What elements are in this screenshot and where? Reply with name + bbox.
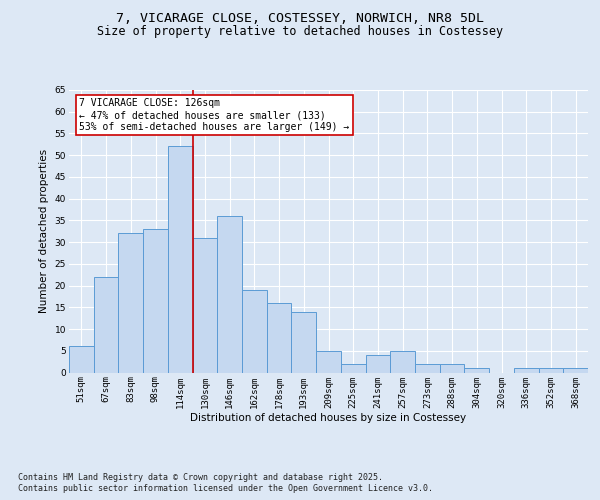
Bar <box>365 355 390 372</box>
Bar <box>217 216 242 372</box>
Bar <box>94 277 118 372</box>
Bar <box>563 368 588 372</box>
Bar <box>242 290 267 372</box>
Bar <box>341 364 365 372</box>
Bar <box>292 312 316 372</box>
Bar <box>440 364 464 372</box>
X-axis label: Distribution of detached houses by size in Costessey: Distribution of detached houses by size … <box>190 413 467 423</box>
Bar <box>539 368 563 372</box>
Text: Contains HM Land Registry data © Crown copyright and database right 2025.: Contains HM Land Registry data © Crown c… <box>18 472 383 482</box>
Text: Contains public sector information licensed under the Open Government Licence v3: Contains public sector information licen… <box>18 484 433 493</box>
Bar <box>415 364 440 372</box>
Text: 7, VICARAGE CLOSE, COSTESSEY, NORWICH, NR8 5DL: 7, VICARAGE CLOSE, COSTESSEY, NORWICH, N… <box>116 12 484 26</box>
Bar <box>69 346 94 372</box>
Bar <box>118 234 143 372</box>
Text: 7 VICARAGE CLOSE: 126sqm
← 47% of detached houses are smaller (133)
53% of semi-: 7 VICARAGE CLOSE: 126sqm ← 47% of detach… <box>79 98 350 132</box>
Bar <box>316 351 341 372</box>
Bar <box>390 351 415 372</box>
Text: Size of property relative to detached houses in Costessey: Size of property relative to detached ho… <box>97 25 503 38</box>
Bar <box>514 368 539 372</box>
Bar <box>143 229 168 372</box>
Y-axis label: Number of detached properties: Number of detached properties <box>39 149 49 314</box>
Bar <box>168 146 193 372</box>
Bar <box>193 238 217 372</box>
Bar <box>267 303 292 372</box>
Bar <box>464 368 489 372</box>
